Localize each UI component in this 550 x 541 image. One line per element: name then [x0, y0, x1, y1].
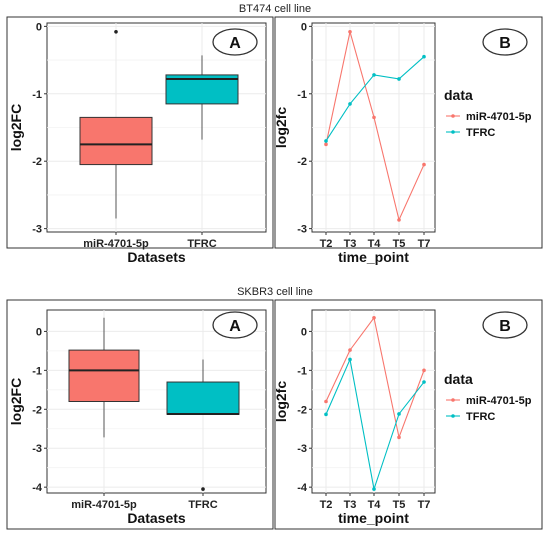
- x-tick-label: T4: [368, 499, 382, 511]
- legend-label: TFRC: [466, 411, 495, 423]
- y-tick-label: -4: [32, 482, 43, 494]
- series-point: [422, 162, 426, 167]
- y-tick-label: -1: [32, 89, 42, 101]
- y-tick-label: -1: [297, 89, 307, 101]
- series-point: [397, 435, 401, 440]
- legend-title: data: [444, 87, 473, 103]
- section-title-skbr3: SKBR3 cell line: [237, 286, 313, 298]
- series-point: [422, 54, 426, 59]
- panel-badge-label: B: [499, 35, 511, 52]
- y-tick-label: -3: [297, 224, 307, 236]
- panel-badge: [482, 311, 528, 339]
- box-outlier: [114, 29, 118, 34]
- panel-badge-label: B: [499, 318, 511, 335]
- y-axis-title: log2FC: [8, 378, 24, 425]
- panel-bt474-lineplot: 0 -1 -2 -3 T2 T3 T4 T5 T7 time_point log2fc data miR…: [273, 16, 543, 265]
- x-tick-label: TFRC: [188, 499, 217, 511]
- series-point: [348, 29, 352, 34]
- section-title-bt474: BT474 cell line: [239, 3, 311, 15]
- box-0: [68, 349, 140, 402]
- y-axis-title: log2fc: [273, 107, 289, 148]
- x-tick-label: T7: [418, 238, 431, 250]
- x-axis-title: Datasets: [127, 510, 186, 526]
- y-tick-label: 0: [301, 326, 307, 338]
- y-tick-label: -3: [32, 224, 42, 236]
- series-point: [324, 139, 328, 143]
- series-point: [397, 77, 401, 81]
- y-tick-label: -2: [297, 156, 307, 168]
- x-tick-label: T2: [320, 238, 333, 250]
- series-point: [397, 218, 401, 222]
- y-tick-label: -3: [32, 443, 42, 455]
- panel-badge-label: A: [229, 318, 241, 335]
- y-axis-title: log2FC: [8, 104, 24, 151]
- y-tick-label: -2: [32, 404, 42, 416]
- series-point: [348, 102, 352, 106]
- legend-label: TFRC: [466, 127, 495, 139]
- x-tick-label: miR-4701-5p: [83, 238, 149, 250]
- y-tick-label: -1: [32, 365, 42, 377]
- y-tick-label: -1: [297, 365, 307, 377]
- y-axis-title: log2fc: [273, 381, 289, 422]
- legend-key-point: [451, 414, 455, 418]
- series-point: [324, 399, 328, 404]
- y-tick-label: 0: [36, 21, 42, 33]
- box-0: [79, 116, 153, 166]
- legend-label: miR-4701-5p: [466, 111, 532, 123]
- y-tick-label: -3: [297, 443, 307, 455]
- panel-badge: [212, 311, 258, 339]
- panel-badge-label: A: [229, 35, 241, 52]
- series-point: [324, 412, 328, 417]
- x-tick-label: miR-4701-5p: [71, 499, 137, 511]
- series-point: [422, 368, 426, 373]
- y-tick-label: -4: [297, 482, 308, 494]
- legend-key-point: [451, 130, 455, 134]
- x-axis-title: time_point: [338, 510, 409, 526]
- panel-skbr3-lineplot: 0 -1 -2 -3 -4 T2 T3 T4 T5 T7 time_point log2fc data m…: [273, 299, 543, 530]
- x-tick-label: TFRC: [187, 238, 216, 250]
- box-1: [166, 381, 240, 415]
- series-point: [372, 315, 376, 320]
- x-axis-title: time_point: [338, 249, 409, 265]
- x-tick-label: T2: [320, 499, 333, 511]
- series-point: [372, 73, 376, 77]
- series-point: [324, 142, 328, 147]
- x-tick-label: T5: [393, 238, 406, 250]
- y-tick-label: 0: [36, 326, 42, 338]
- x-tick-label: T5: [393, 499, 406, 511]
- x-tick-label: T3: [344, 499, 357, 511]
- y-tick-label: -2: [297, 404, 307, 416]
- y-tick-label: -2: [32, 156, 42, 168]
- series-point: [348, 357, 352, 362]
- x-tick-label: T7: [418, 499, 431, 511]
- series-point: [422, 380, 426, 384]
- x-tick-label: T4: [368, 238, 382, 250]
- legend-key-point: [451, 398, 455, 402]
- series-point: [372, 115, 376, 120]
- legend-title: data: [444, 371, 473, 387]
- series-point: [348, 348, 352, 352]
- legend-key-point: [451, 114, 455, 118]
- panel-badge: [482, 28, 528, 56]
- panel-badge: [212, 28, 258, 56]
- x-axis-title: Datasets: [127, 249, 186, 265]
- series-point: [372, 487, 376, 491]
- legend-label: miR-4701-5p: [466, 395, 532, 407]
- x-tick-label: T3: [344, 238, 357, 250]
- series-point: [397, 412, 401, 416]
- box-outlier: [201, 487, 205, 491]
- y-tick-label: 0: [301, 21, 307, 33]
